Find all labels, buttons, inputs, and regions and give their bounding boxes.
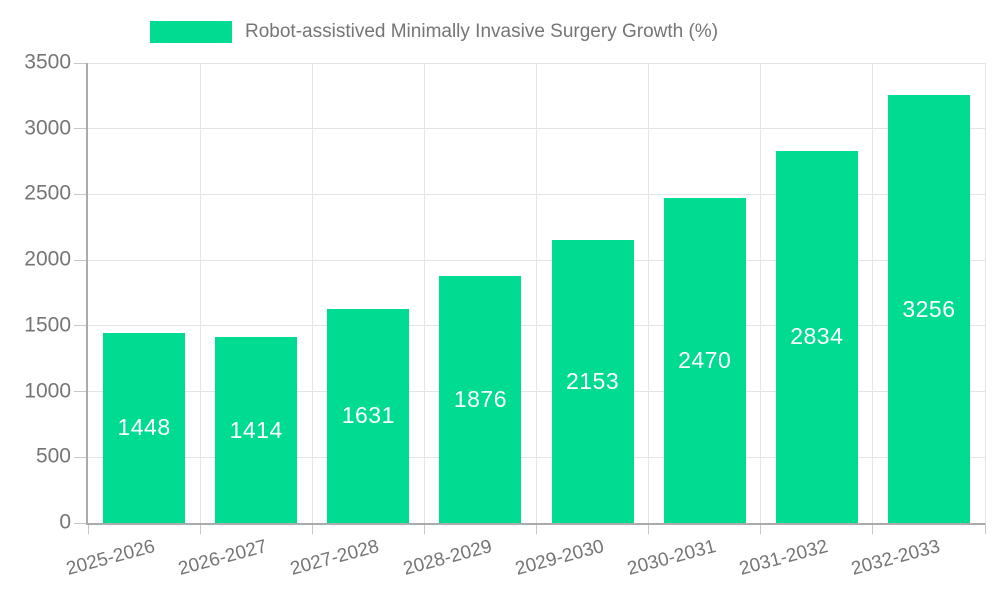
x-tick-label: 2032-2033: [849, 536, 943, 580]
bar-value-label: 1448: [117, 414, 171, 441]
gridline-vertical: [760, 63, 762, 523]
y-tick-label: 3500: [24, 50, 71, 74]
y-tick-label: 2500: [24, 181, 71, 205]
gridline-vertical: [984, 63, 986, 523]
x-tick-label: 2031-2032: [737, 536, 831, 580]
x-tick-label: 2027-2028: [288, 536, 382, 580]
plot-area: 0 500 1000 1500 2000 2500 3000 3500 1448 2025-202…: [24, 51, 986, 580]
bar-value-label: 3256: [902, 295, 956, 322]
gridline-vertical: [311, 63, 313, 523]
bar[interactable]: 2834: [775, 150, 858, 523]
x-tick-mark: [423, 523, 425, 534]
y-tick-label: 500: [35, 444, 71, 468]
bar[interactable]: 1631: [327, 308, 410, 523]
bar[interactable]: 2470: [663, 198, 746, 523]
gridline-vertical: [423, 63, 425, 523]
bar-value-label: 1414: [229, 416, 283, 443]
bar[interactable]: 2153: [551, 240, 634, 523]
y-tick-label: 2000: [24, 247, 71, 271]
gridline-vertical: [648, 63, 650, 523]
y-tick-mark: [74, 259, 88, 261]
bar[interactable]: 1876: [439, 276, 522, 523]
x-tick-label: 2028-2029: [400, 536, 494, 580]
x-tick-mark: [536, 523, 537, 534]
y-axis-line: [86, 63, 88, 523]
gridline-vertical: [872, 63, 874, 523]
x-tick-label: 2029-2030: [512, 536, 606, 580]
x-tick-label: 2025-2026: [64, 536, 158, 580]
x-tick-mark: [984, 523, 986, 534]
y-tick-mark: [74, 325, 88, 327]
x-tick-mark: [872, 523, 874, 534]
legend-swatch[interactable]: [150, 21, 232, 43]
bar[interactable]: 1448: [103, 332, 186, 523]
x-tick-mark: [648, 523, 650, 534]
y-tick-mark: [74, 522, 88, 524]
x-tick-label: 2030-2031: [624, 536, 719, 580]
y-tick-mark: [74, 128, 88, 130]
chart-title: Robot-assistived Minimally Invasive Surg…: [245, 21, 719, 42]
x-tick-mark: [199, 523, 201, 534]
bar[interactable]: 1414: [215, 337, 298, 523]
bar[interactable]: 3256: [887, 95, 970, 523]
bar-value-label: 1631: [341, 402, 395, 429]
y-tick-mark: [74, 193, 88, 195]
chart-legend[interactable]: Robot-assistived Minimally Invasive Surg…: [150, 21, 718, 43]
gridline-vertical: [536, 63, 537, 523]
bar-value-label: 2470: [678, 347, 732, 374]
y-tick-label: 3000: [24, 116, 71, 140]
y-tick-mark: [74, 456, 88, 458]
bar-value-label: 1876: [453, 386, 508, 413]
x-tick-label: 2026-2027: [176, 536, 270, 580]
gridline-vertical: [199, 63, 201, 523]
x-axis-line: [86, 523, 985, 525]
x-tick-mark: [311, 523, 313, 534]
y-tick-mark: [74, 62, 88, 64]
x-tick-mark: [87, 523, 89, 534]
y-tick-label: 1500: [24, 313, 71, 337]
y-tick-label: 1000: [24, 379, 71, 403]
y-tick-mark: [74, 391, 88, 393]
x-tick-mark: [760, 523, 762, 534]
bar-value-label: 2834: [790, 323, 844, 350]
bar-value-label: 2153: [565, 368, 620, 395]
y-tick-label: 0: [59, 510, 71, 534]
